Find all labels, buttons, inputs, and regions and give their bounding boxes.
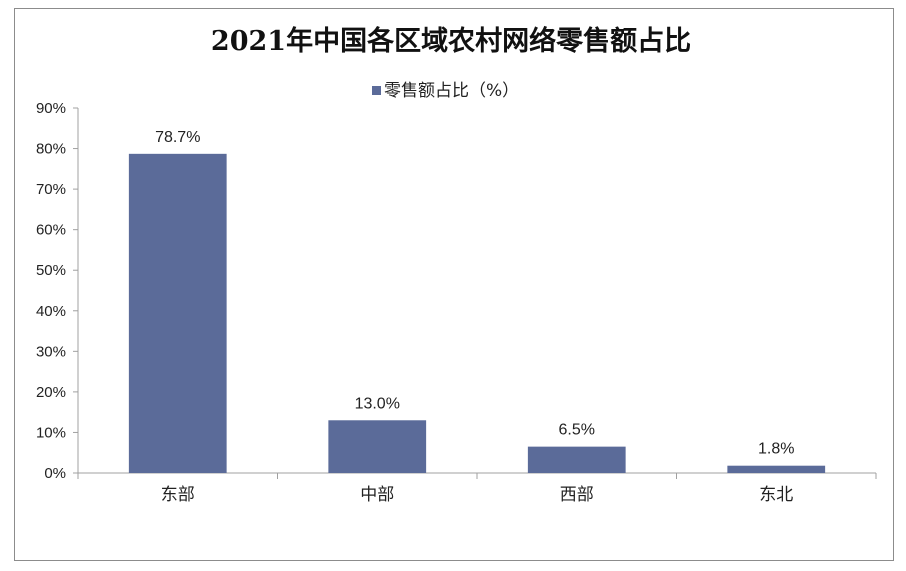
y-tick-label: 10% (36, 424, 66, 441)
x-category-label: 西部 (560, 485, 594, 505)
bars (128, 153, 826, 474)
y-tick-label: 40% (36, 303, 66, 320)
y-tick-label: 20% (36, 384, 66, 401)
bar (128, 153, 227, 474)
y-tick-label: 60% (36, 222, 66, 239)
y-tick-label: 50% (36, 262, 66, 279)
chart-title: 2021年中国各区域农村网络零售额占比 (211, 25, 691, 57)
x-category-label: 东北 (759, 485, 793, 505)
x-axis-labels: 东部 中部 西部 东北 (77, 473, 877, 505)
legend: 零售额占比（%） (372, 81, 519, 101)
y-tick-label: 70% (36, 181, 66, 198)
legend-label: 零售额占比（%） (384, 81, 519, 101)
bar (727, 465, 826, 473)
y-axis-ticks: 0% 10% 20% 30% 40% 50% 60% 70% 80% 90% (36, 100, 78, 482)
y-tick-label: 90% (36, 100, 66, 117)
data-label: 1.8% (758, 441, 794, 458)
y-tick-label: 80% (36, 141, 66, 158)
y-tick-label: 0% (44, 465, 66, 482)
bar (527, 446, 626, 473)
x-category-label: 中部 (360, 485, 394, 505)
data-label: 78.7% (155, 129, 200, 146)
data-label: 6.5% (559, 422, 595, 439)
bar (328, 420, 427, 473)
y-tick-label: 30% (36, 343, 66, 360)
data-labels: 78.7% 13.0% 6.5% 1.8% (155, 129, 794, 458)
legend-swatch (372, 86, 381, 95)
data-label: 13.0% (355, 395, 400, 412)
x-category-label: 东部 (161, 485, 195, 505)
